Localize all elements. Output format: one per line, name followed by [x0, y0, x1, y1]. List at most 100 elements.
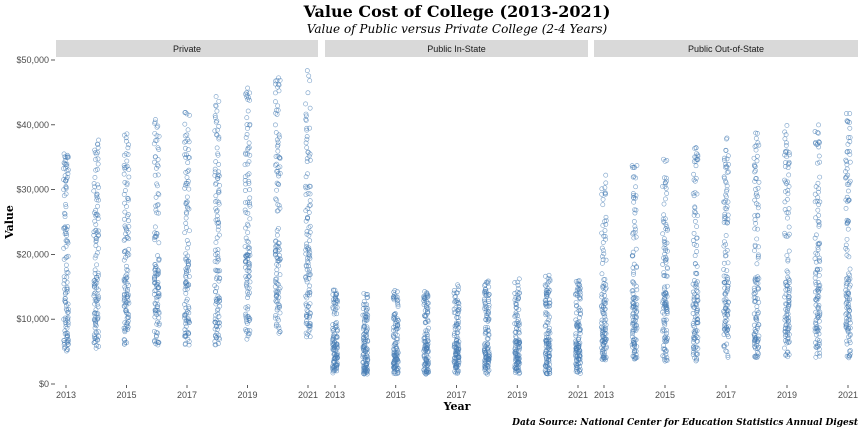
scatter-point [663, 290, 669, 295]
scatter-point [543, 337, 549, 343]
scatter-point [724, 325, 730, 331]
scatter-point [603, 218, 609, 224]
scatter-point [274, 261, 280, 267]
scatter-point [631, 235, 637, 241]
scatter-point [276, 305, 282, 310]
scatter-point [66, 341, 71, 347]
scatter-point [244, 319, 249, 325]
scatter-point [306, 203, 312, 209]
scatter-point [272, 249, 278, 255]
scatter-point [813, 340, 818, 346]
scatter-point [95, 141, 100, 147]
scatter-point [695, 320, 701, 326]
scatter-point [515, 313, 520, 318]
scatter-point [663, 293, 668, 299]
scatter-point [361, 362, 367, 368]
scatter-point [486, 309, 491, 315]
scatter-point [246, 180, 252, 186]
scatter-point [751, 322, 757, 328]
scatter-point [124, 311, 130, 316]
scatter-point [816, 306, 822, 312]
scatter-point [663, 186, 669, 191]
scatter-point [365, 315, 370, 321]
y-axis-title: Value [3, 205, 16, 240]
scatter-point [392, 317, 398, 323]
scatter-point [816, 139, 822, 145]
scatter-point [691, 159, 697, 164]
scatter-point [693, 145, 699, 151]
scatter-point [753, 143, 759, 148]
scatter-point [274, 276, 280, 282]
scatter-point [307, 238, 313, 244]
scatter-point [602, 276, 608, 282]
scatter-point [455, 322, 461, 328]
scatter-point [516, 353, 521, 359]
scatter-point [331, 287, 336, 293]
scatter-point [753, 147, 759, 153]
scatter-point [724, 287, 730, 293]
scatter-point [813, 250, 819, 256]
scatter-point [816, 153, 822, 159]
scatter-point [124, 267, 130, 273]
scatter-point [846, 271, 851, 277]
scatter-point [546, 353, 552, 359]
scatter-point [515, 292, 521, 298]
scatter-point [125, 145, 131, 151]
scatter-point [275, 107, 281, 113]
facet-panel: Private 2013 2015 2017 2019 2021 [56, 40, 318, 400]
scatter-point [272, 162, 278, 168]
scatter-point [817, 240, 822, 246]
scatter-point [484, 304, 490, 310]
scatter-point [92, 317, 97, 322]
data-points [61, 68, 313, 354]
scatter-point [244, 238, 250, 244]
scatter-point [425, 293, 431, 298]
scatter-point [213, 181, 218, 187]
scatter-point [244, 131, 250, 137]
scatter-point [304, 159, 310, 164]
scatter-point [126, 174, 132, 180]
scatter-point [306, 73, 312, 79]
scatter-point [724, 188, 729, 194]
scatter-point [756, 142, 762, 148]
x-tick-label: 2015 [116, 390, 136, 400]
scatter-point [246, 253, 251, 259]
scatter-point [600, 304, 606, 310]
scatter-point [782, 345, 787, 351]
scatter-point [304, 156, 310, 162]
scatter-point [603, 322, 609, 328]
scatter-point [304, 231, 310, 237]
scatter-point [599, 254, 605, 259]
scatter-point [423, 328, 429, 334]
scatter-point [695, 279, 700, 285]
scatter-point [603, 300, 609, 306]
scatter-point [485, 279, 490, 285]
scatter-point [752, 248, 757, 254]
x-tick-label: 2013 [325, 390, 345, 400]
scatter-point [275, 315, 280, 321]
scatter-point [690, 310, 696, 316]
scatter-point [691, 193, 697, 199]
scatter-point [246, 239, 251, 245]
scatter-point [783, 287, 789, 293]
scatter-point [577, 368, 582, 374]
scatter-point [816, 241, 821, 247]
scatter-point [275, 148, 281, 154]
scatter-point [182, 230, 188, 236]
scatter-point [724, 247, 730, 253]
scatter-point [692, 218, 698, 224]
scatter-point [65, 320, 71, 326]
scatter-point [600, 248, 606, 254]
scatter-point [153, 341, 159, 347]
scatter-point [361, 302, 366, 307]
scatter-point [392, 354, 398, 359]
scatter-point [66, 338, 71, 343]
scatter-point [247, 122, 253, 127]
scatter-point [754, 261, 760, 267]
scatter-point [485, 369, 491, 374]
scatter-point [816, 222, 822, 228]
scatter-point [631, 301, 637, 306]
scatter-point [813, 215, 818, 221]
scatter-point [243, 235, 249, 241]
